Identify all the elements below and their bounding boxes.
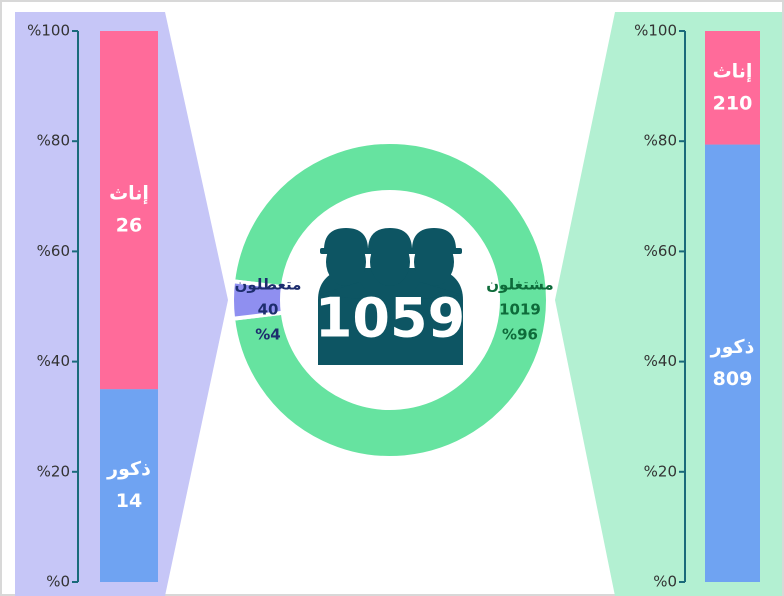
y-tick-label: %0 bbox=[653, 573, 677, 591]
segment-name: إناث bbox=[713, 60, 753, 82]
segment-name: ذكور bbox=[106, 458, 151, 480]
y-tick-label: %0 bbox=[46, 573, 70, 591]
segment-value: 26 bbox=[116, 215, 142, 237]
y-tick-label: %20 bbox=[37, 462, 70, 480]
segment-percent: %96 bbox=[502, 326, 538, 344]
workers-icon bbox=[318, 228, 463, 365]
segment-name: مشتغلون bbox=[486, 276, 553, 294]
donut-segment bbox=[230, 279, 285, 321]
bar-segment bbox=[100, 31, 158, 390]
y-tick-label: %40 bbox=[644, 352, 677, 370]
segment-value: 14 bbox=[116, 490, 142, 512]
bar-segment bbox=[705, 144, 760, 583]
y-tick-label: %40 bbox=[37, 352, 70, 370]
segment-value: 40 bbox=[258, 301, 279, 319]
segment-name: ذكور bbox=[710, 336, 755, 358]
bar-segment bbox=[705, 31, 760, 145]
y-tick-label: %80 bbox=[644, 132, 677, 150]
y-tick-label: %80 bbox=[37, 132, 70, 150]
segment-name: متعطلون bbox=[235, 276, 302, 294]
y-tick-label: %100 bbox=[27, 22, 70, 40]
segment-name: إناث bbox=[109, 183, 149, 205]
y-tick-label: %60 bbox=[644, 242, 677, 260]
y-tick-label: %100 bbox=[634, 22, 677, 40]
bar-segment bbox=[100, 389, 158, 582]
segment-value: 210 bbox=[713, 92, 753, 114]
y-tick-label: %20 bbox=[644, 462, 677, 480]
total-value: 1059 bbox=[315, 287, 465, 350]
segment-percent: %4 bbox=[255, 326, 280, 344]
segment-value: 809 bbox=[713, 368, 753, 390]
segment-value: 1019 bbox=[499, 301, 541, 319]
donut-chart: مشتغلون 1019 %96 متعطلون 40 %4 bbox=[230, 140, 554, 460]
donut-segment bbox=[230, 140, 550, 460]
y-tick-label: %60 bbox=[37, 242, 70, 260]
bar-charts: %0 %20 %40 %60 %80 %100 ذكور 14 إناث 26 %0 %20 %40 %6… bbox=[27, 22, 760, 591]
